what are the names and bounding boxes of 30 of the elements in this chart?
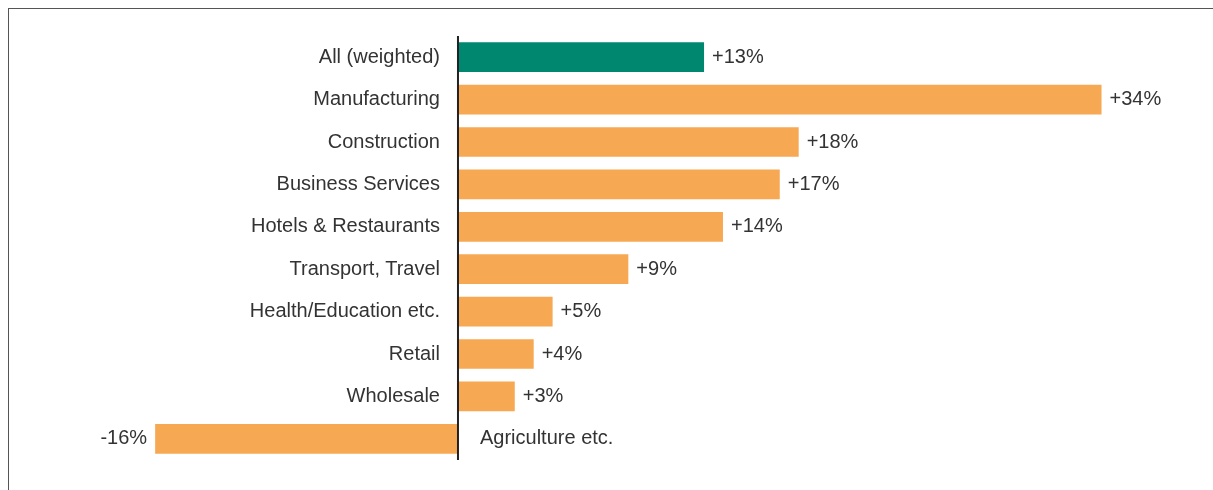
data-label: +3% xyxy=(522,383,564,406)
data-label: +5% xyxy=(560,299,602,322)
data-label: +14% xyxy=(730,214,783,237)
y-tick-label: Agriculture etc. xyxy=(479,426,614,449)
data-label: -16% xyxy=(100,426,148,449)
data-label: +34% xyxy=(1109,87,1162,110)
bar xyxy=(457,339,534,369)
bar xyxy=(155,423,458,454)
bar xyxy=(457,169,780,200)
data-label: +17% xyxy=(787,171,840,194)
bar xyxy=(457,211,723,242)
y-tick-label: Business Services xyxy=(276,171,440,194)
data-label: +13% xyxy=(712,44,764,67)
y-tick-label: Transport, Travel xyxy=(289,256,440,279)
bar xyxy=(457,381,515,412)
y-tick-label: Health/Education etc. xyxy=(249,299,440,322)
bar xyxy=(457,127,799,157)
data-label: +9% xyxy=(636,256,678,279)
data-label: +4% xyxy=(541,341,583,364)
y-tick-label: Retail xyxy=(388,341,440,364)
y-tick-label: All (weighted) xyxy=(318,44,440,67)
y-tick-label: Manufacturing xyxy=(313,87,440,110)
bar xyxy=(457,254,629,285)
bar xyxy=(457,42,705,73)
y-tick-label: Construction xyxy=(327,129,440,152)
bar xyxy=(457,296,553,327)
y-tick-label: Wholesale xyxy=(346,383,440,406)
y-tick-label: Hotels & Restaurants xyxy=(251,214,440,237)
bar xyxy=(457,84,1102,115)
data-label: +18% xyxy=(806,129,859,152)
